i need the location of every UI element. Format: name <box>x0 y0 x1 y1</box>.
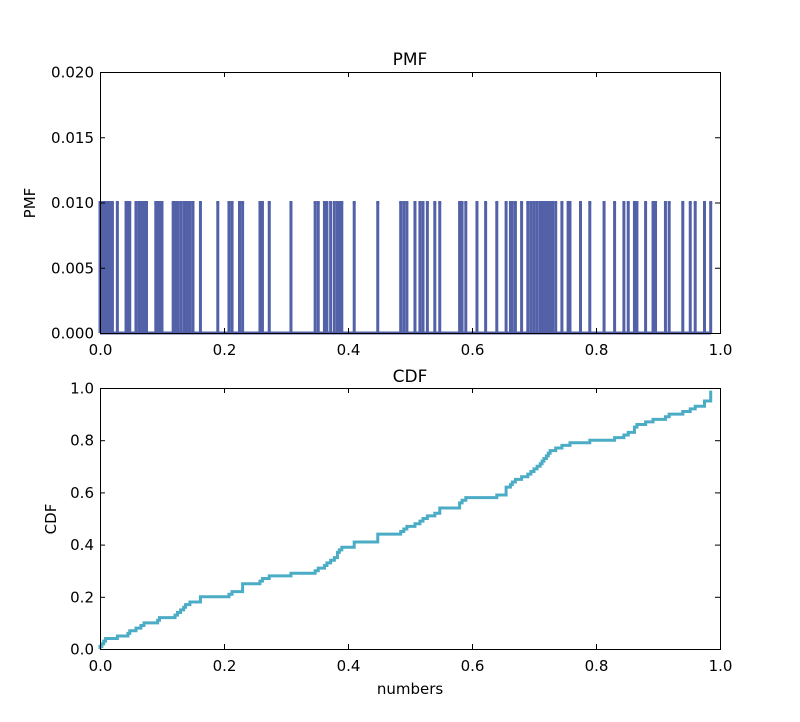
cdf-y-tick-label: 0.4 <box>70 536 94 554</box>
pmf-y-tick-label: 0.005 <box>51 259 94 277</box>
cdf-x-tick-label: 0.8 <box>585 657 609 675</box>
pmf-x-tick-label: 0.0 <box>89 341 113 359</box>
cdf-line <box>98 390 713 649</box>
pmf-panel: PMF 0.0 0.2 0.4 0.6 0.8 1.0 0.0000.0050.0100.… <box>21 50 732 359</box>
cdf-title: CDF <box>393 367 428 387</box>
cdf-y-ticks: 0.0 0.2 0.4 0.6 0.8 1.0 <box>70 380 720 659</box>
pmf-axes-frame <box>100 72 721 334</box>
cdf-y-tick-label: 0.0 <box>70 641 94 659</box>
cdf-x-ticks: 0.0 0.2 0.4 0.6 0.8 1.0 <box>89 388 733 675</box>
pmf-y-tick-label: 0.000 <box>51 325 94 343</box>
cdf-x-tick-label: 0.2 <box>213 657 237 675</box>
pmf-x-tick-label: 0.6 <box>461 341 485 359</box>
pmf-y-ticks: 0.000 0.005 0.010 0.015 0.020 <box>51 64 720 343</box>
pmf-y-tick-label: 0.015 <box>51 129 94 147</box>
pmf-y-tick-label: 0.020 <box>51 64 94 82</box>
cdf-y-tick-label: 0.8 <box>70 432 94 450</box>
pmf-spikes <box>98 201 713 335</box>
cdf-curve <box>98 390 713 649</box>
pmf-x-tick-label: 1.0 <box>709 341 733 359</box>
cdf-x-tick-label: 0.6 <box>461 657 485 675</box>
pmf-title: PMF <box>393 50 428 70</box>
cdf-y-label: CDF <box>42 504 60 535</box>
cdf-panel: CDF 0.0 0.2 0.4 0.6 0.8 1.0 0.0 0.2 0.4 0.6 0.8 1.… <box>42 367 732 698</box>
pmf-y-tick-label: 0.010 <box>51 194 94 212</box>
cdf-y-tick-label: 0.6 <box>70 484 94 502</box>
pmf-y-label: PMF <box>21 188 39 219</box>
cdf-x-tick-label: 0.4 <box>337 657 361 675</box>
pmf-x-tick-label: 0.8 <box>585 341 609 359</box>
pmf-x-tick-label: 0.4 <box>337 341 361 359</box>
cdf-x-tick-label: 1.0 <box>709 657 733 675</box>
cdf-x-tick-label: 0.0 <box>89 657 113 675</box>
cdf-x-label: numbers <box>377 680 444 698</box>
cdf-axes-frame <box>100 388 721 650</box>
cdf-y-tick-label: 1.0 <box>70 380 94 398</box>
pmf-x-ticks: 0.0 0.2 0.4 0.6 0.8 1.0 <box>89 72 733 359</box>
pmf-x-tick-label: 0.2 <box>213 341 237 359</box>
cdf-y-tick-label: 0.2 <box>70 588 94 606</box>
